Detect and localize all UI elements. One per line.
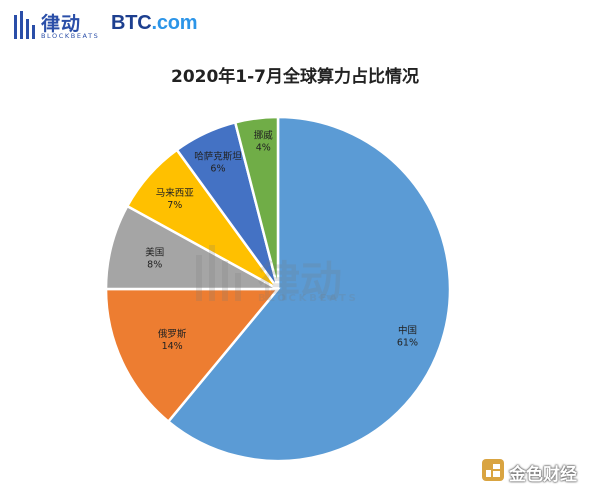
jinse-logo-icon <box>482 459 504 481</box>
chart-title: 2020年1-7月全球算力占比情况 <box>170 67 420 87</box>
slice-russia <box>104 287 281 424</box>
watermark-bars-icon <box>196 245 241 301</box>
jinse-brand: 金色财经 <box>509 465 577 485</box>
slice-percent-label: 61% <box>397 338 418 349</box>
slice-china <box>166 115 452 463</box>
blockbeats-bars-icon <box>14 11 35 39</box>
slice-percent-label: 14% <box>162 341 183 352</box>
slice-category-label: 中国 <box>398 325 417 337</box>
slice-percent-label: 8% <box>147 259 162 270</box>
slice-category-label: 俄罗斯 <box>158 328 187 340</box>
slice-category-label: 马来西亚 <box>156 188 195 199</box>
slice-category-label: 美国 <box>145 246 164 258</box>
slice-category-label: 挪威 <box>254 130 274 142</box>
com-text: .com <box>151 12 198 34</box>
btc-com-logo[interactable]: BTC.com <box>111 12 198 35</box>
brand-subtitle: BLOCKBEATS <box>41 32 100 40</box>
slice-percent-label: 6% <box>210 163 225 174</box>
header: 律动 BLOCKBEATS BTC.com <box>0 0 590 50</box>
slice-percent-label: 7% <box>167 200 182 211</box>
slice-percent-label: 4% <box>256 143 271 154</box>
watermark-name: 律动 <box>258 257 343 306</box>
slice-category-label: 哈萨克斯坦 <box>194 150 242 162</box>
watermark-subtitle: BLOCKBEATS <box>258 293 359 304</box>
blockbeats-logo[interactable]: 律动 BLOCKBEATS <box>14 9 104 43</box>
brand-name: 律动 <box>41 13 82 35</box>
slice-norway <box>233 115 280 290</box>
jinse-logo[interactable]: 金色财经 <box>482 457 587 485</box>
btc-text: BTC <box>111 12 152 34</box>
